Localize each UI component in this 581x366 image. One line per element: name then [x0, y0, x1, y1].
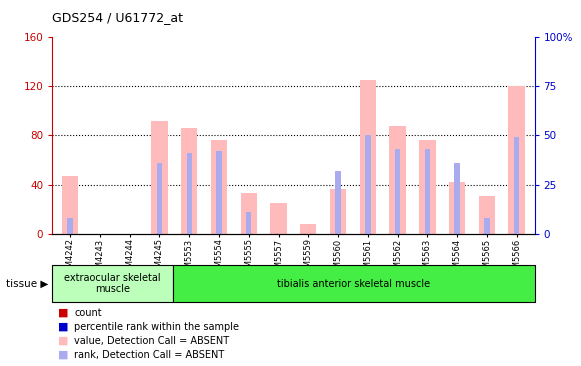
Bar — [187, 153, 192, 234]
Text: tibialis anterior skeletal muscle: tibialis anterior skeletal muscle — [277, 279, 431, 289]
Bar — [335, 171, 340, 234]
Bar — [484, 219, 490, 234]
Bar — [330, 188, 346, 234]
Text: ■: ■ — [58, 350, 69, 360]
Text: GDS254 / U61772_at: GDS254 / U61772_at — [52, 11, 183, 24]
Bar — [52, 265, 173, 302]
Bar — [211, 140, 227, 234]
Bar — [67, 219, 73, 234]
Bar — [514, 137, 519, 234]
Bar — [151, 120, 168, 234]
Bar — [360, 80, 376, 234]
Bar — [270, 203, 286, 234]
Bar — [508, 86, 525, 234]
Bar — [479, 196, 495, 234]
Text: rank, Detection Call = ABSENT: rank, Detection Call = ABSENT — [74, 350, 225, 360]
Bar — [62, 176, 78, 234]
Text: value, Detection Call = ABSENT: value, Detection Call = ABSENT — [74, 336, 229, 346]
Bar — [157, 163, 162, 234]
Bar — [395, 149, 400, 234]
Bar — [365, 135, 371, 234]
Text: ■: ■ — [58, 322, 69, 332]
Bar — [454, 163, 460, 234]
Text: extraocular skeletal
muscle: extraocular skeletal muscle — [64, 273, 161, 295]
Bar — [300, 224, 317, 234]
Bar — [425, 149, 430, 234]
Bar — [216, 151, 222, 234]
Bar — [181, 128, 198, 234]
Text: ■: ■ — [58, 336, 69, 346]
Bar — [241, 194, 257, 234]
Bar — [389, 126, 406, 234]
Text: count: count — [74, 308, 102, 318]
Bar — [246, 213, 252, 234]
Text: ■: ■ — [58, 308, 69, 318]
Bar — [173, 265, 535, 302]
Bar — [419, 140, 436, 234]
Text: percentile rank within the sample: percentile rank within the sample — [74, 322, 239, 332]
Bar — [449, 182, 465, 234]
Text: tissue ▶: tissue ▶ — [6, 279, 48, 289]
